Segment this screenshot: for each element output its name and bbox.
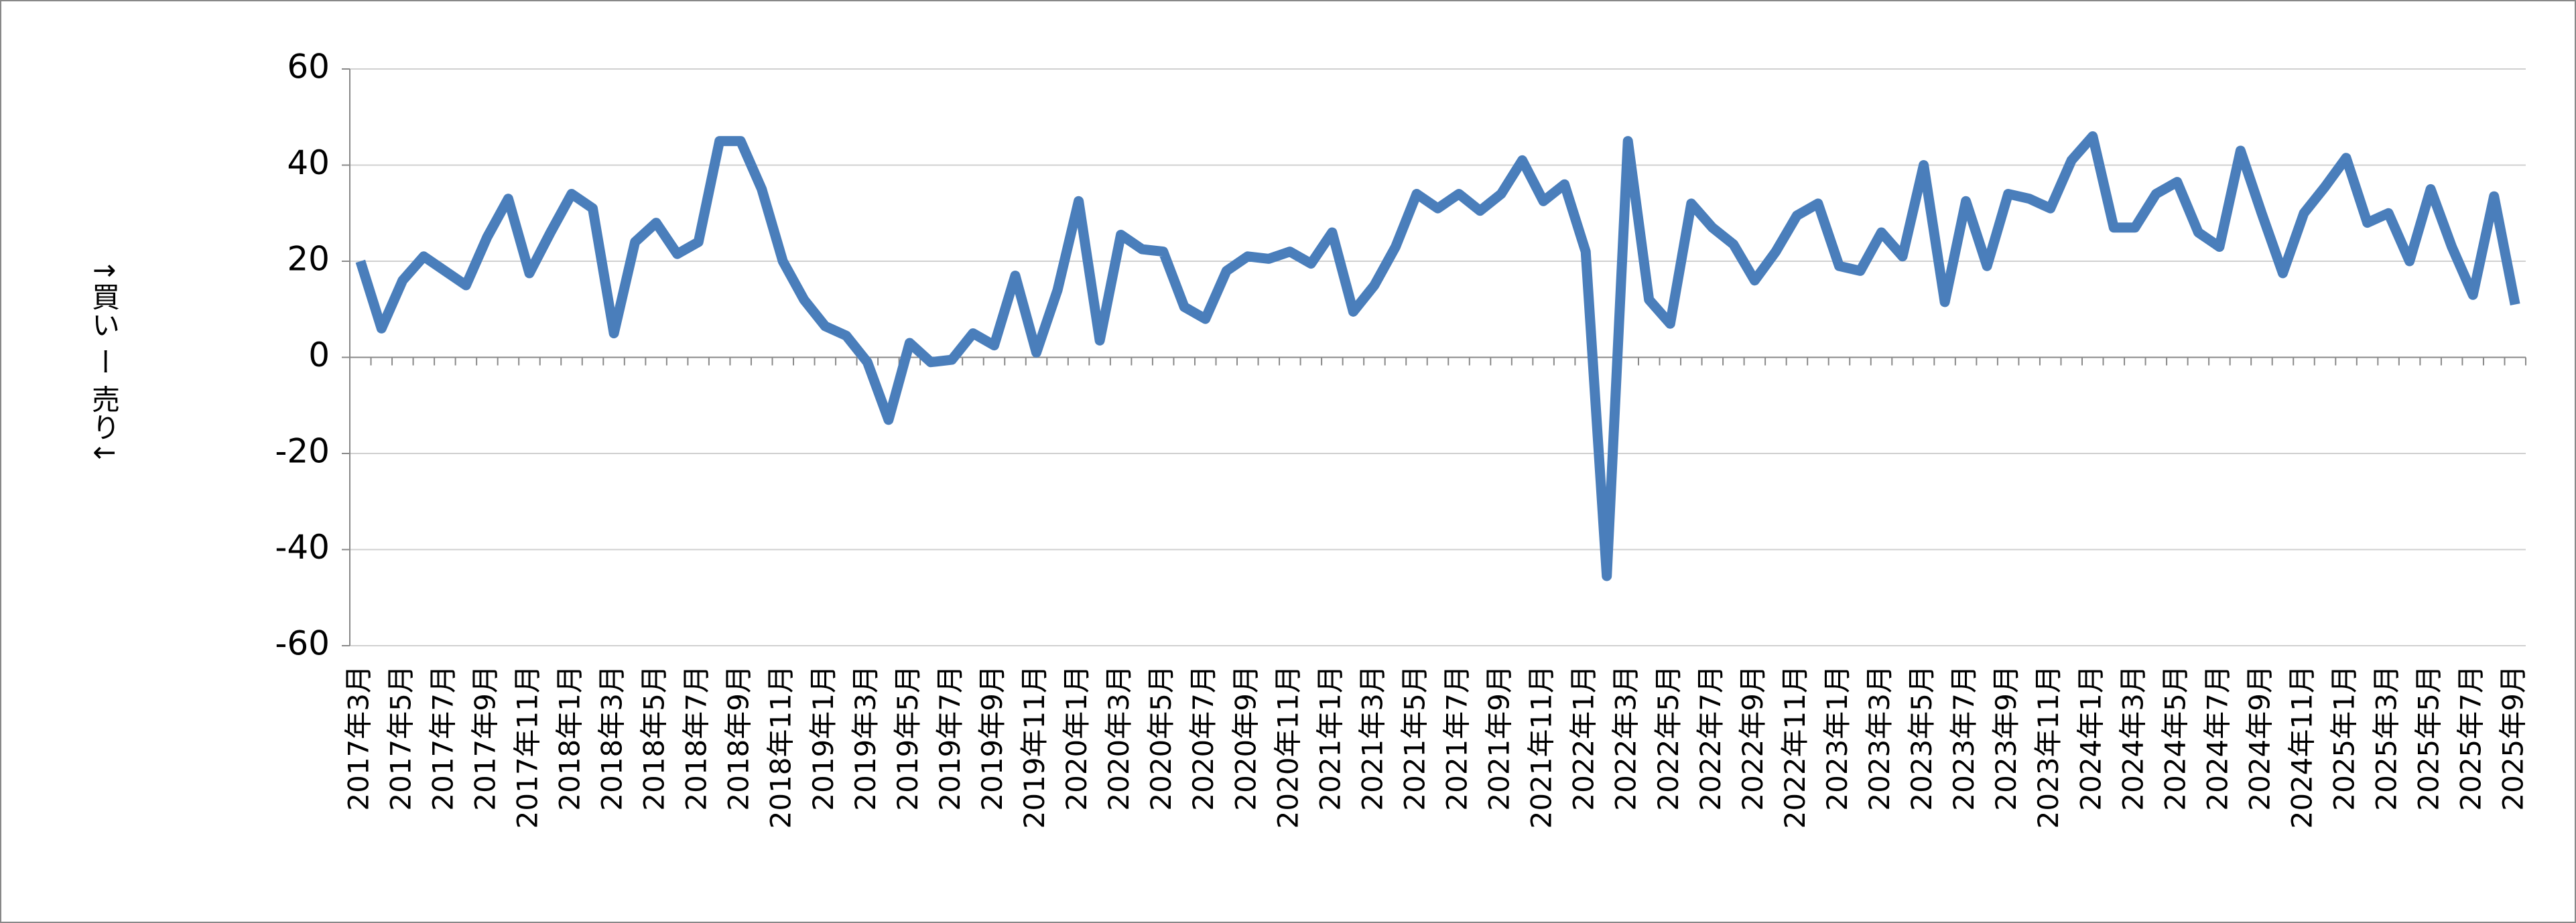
x-tick-label: 2020年7月 bbox=[1187, 665, 1220, 811]
x-tick-label: 2018年5月 bbox=[638, 665, 671, 811]
y-tick-label: 20 bbox=[287, 240, 330, 279]
x-tick-label: 2022年5月 bbox=[1652, 665, 1685, 811]
x-tick-label: 2019年1月 bbox=[807, 665, 840, 811]
x-tick-label: 2022年3月 bbox=[1610, 665, 1643, 811]
x-tick-label: 2021年5月 bbox=[1398, 665, 1431, 811]
x-tick-label: 2025年9月 bbox=[2497, 665, 2530, 811]
x-tick-label: 2020年3月 bbox=[1102, 665, 1135, 811]
x-tick-label: 2024年3月 bbox=[2116, 665, 2149, 811]
data-line bbox=[355, 131, 2520, 581]
x-tick-label: 2025年5月 bbox=[2412, 665, 2445, 811]
y-tick-label: -60 bbox=[275, 624, 330, 663]
x-tick-label: 2017年3月 bbox=[342, 665, 375, 811]
x-tick-label: 2018年7月 bbox=[680, 665, 713, 811]
y-tick-label: 60 bbox=[287, 48, 330, 86]
x-tick-label: 2017年7月 bbox=[426, 665, 459, 811]
x-tick-label: 2022年11月 bbox=[1779, 665, 1811, 829]
x-tick-label: 2024年5月 bbox=[2159, 665, 2191, 811]
x-tick-label: 2020年9月 bbox=[1229, 665, 1262, 811]
x-tick-label: 2021年9月 bbox=[1483, 665, 1516, 811]
x-tick-label: 2018年11月 bbox=[765, 665, 797, 829]
y-tick-label: 0 bbox=[308, 336, 330, 374]
x-tick-label: 2024年11月 bbox=[2285, 665, 2318, 829]
x-tick-label: 2025年3月 bbox=[2370, 665, 2403, 811]
x-tick-label: 2024年1月 bbox=[2074, 665, 2107, 811]
x-tick-label: 2021年1月 bbox=[1313, 665, 1346, 811]
x-tick-label: 2019年7月 bbox=[933, 665, 966, 811]
x-tick-label: 2024年7月 bbox=[2201, 665, 2234, 811]
x-tick-label: 2019年9月 bbox=[976, 665, 1009, 811]
x-tick-label: 2025年7月 bbox=[2455, 665, 2488, 811]
x-tick-label: 2020年1月 bbox=[1060, 665, 1093, 811]
x-tick-label: 2022年1月 bbox=[1567, 665, 1600, 811]
y-tick-label: -20 bbox=[275, 432, 330, 471]
y-tick-label: -40 bbox=[275, 528, 330, 567]
x-tick-label: 2019年11月 bbox=[1018, 665, 1051, 829]
x-tick-label: 2017年9月 bbox=[468, 665, 501, 811]
x-tick-label: 2024年9月 bbox=[2243, 665, 2276, 811]
x-tick-label: 2018年9月 bbox=[722, 665, 755, 811]
x-tick-label: 2023年5月 bbox=[1905, 665, 1938, 811]
x-tick-label: 2021年3月 bbox=[1356, 665, 1389, 811]
y-tick-label: 40 bbox=[287, 143, 330, 182]
x-tick-label: 2017年5月 bbox=[384, 665, 417, 811]
x-tick-label: 2022年7月 bbox=[1694, 665, 1727, 811]
x-tick-label: 2023年11月 bbox=[2032, 665, 2065, 829]
x-tick-label: 2018年1月 bbox=[554, 665, 586, 811]
x-tick-label: 2020年5月 bbox=[1145, 665, 1177, 811]
x-tick-label: 2017年11月 bbox=[511, 665, 543, 829]
x-tick-label: 2023年9月 bbox=[1990, 665, 2022, 811]
x-tick-label: 2023年7月 bbox=[1947, 665, 1980, 811]
x-tick-label: 2020年11月 bbox=[1271, 665, 1304, 829]
x-tick-label: 2023年1月 bbox=[1821, 665, 1854, 811]
x-tick-label: 2023年3月 bbox=[1863, 665, 1896, 811]
x-tick-label: 2021年7月 bbox=[1441, 665, 1474, 811]
x-tick-label: 2025年1月 bbox=[2328, 665, 2361, 811]
x-tick-label: 2021年11月 bbox=[1525, 665, 1558, 829]
x-tick-label: 2019年5月 bbox=[891, 665, 924, 811]
x-tick-label: 2019年3月 bbox=[849, 665, 882, 811]
x-tick-label: 2022年9月 bbox=[1736, 665, 1769, 811]
y-axis-label: ↑買い ー 売り↓ bbox=[88, 259, 121, 464]
x-tick-label: 2018年3月 bbox=[596, 665, 629, 811]
